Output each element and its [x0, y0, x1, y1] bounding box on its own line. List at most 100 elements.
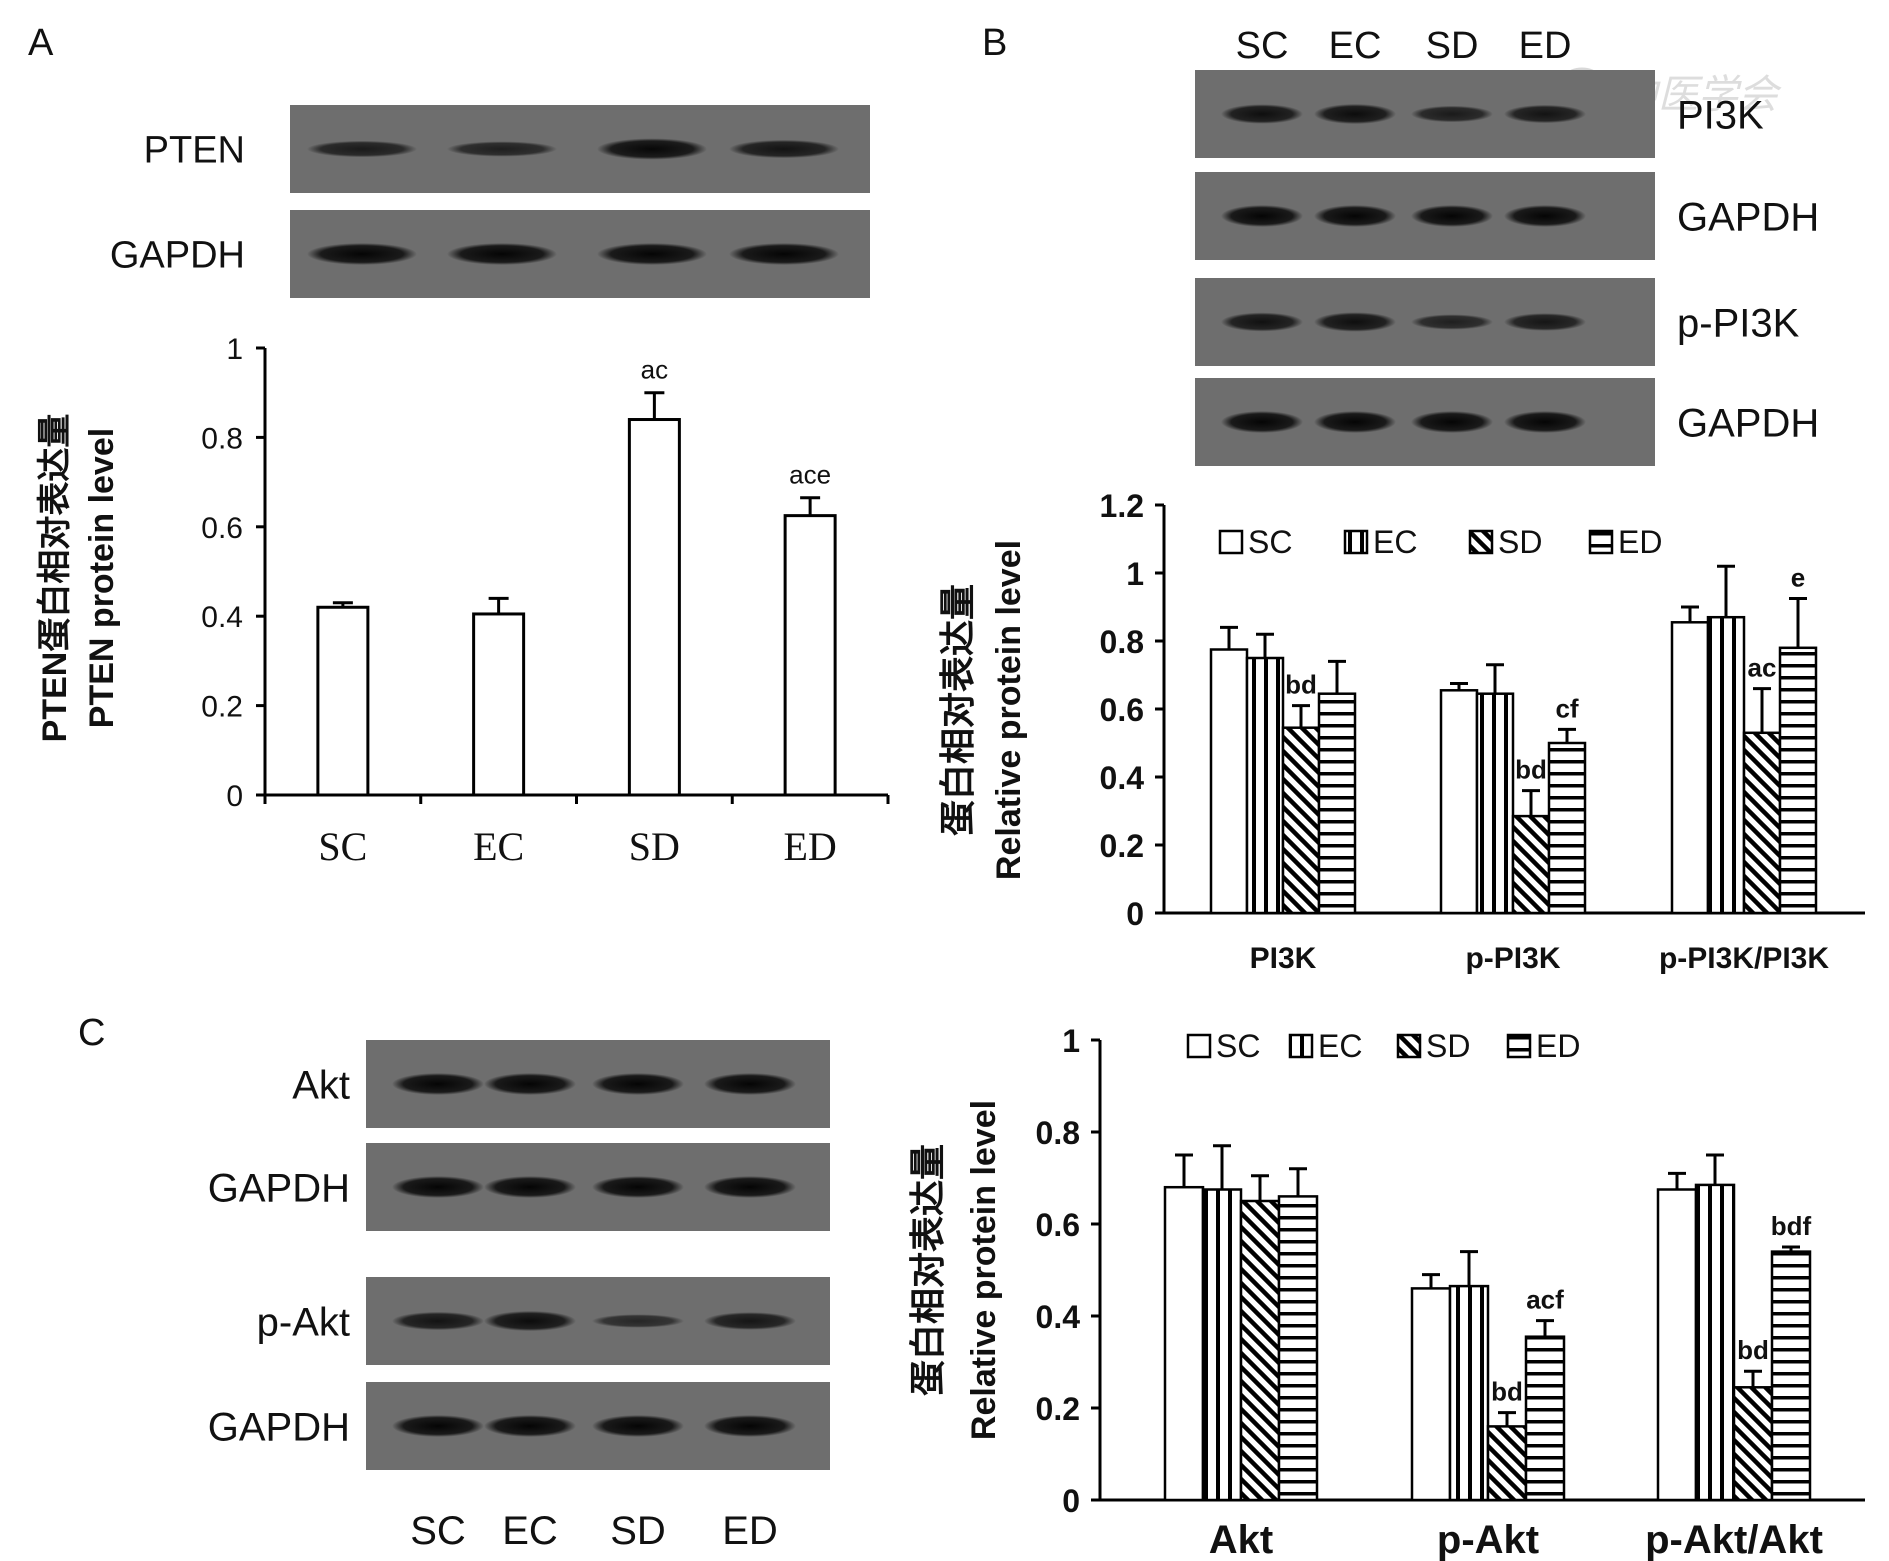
blot-band	[1314, 205, 1396, 227]
legend-swatch	[1588, 529, 1614, 555]
blot-band	[447, 141, 557, 157]
blot-band	[1411, 314, 1493, 330]
panel-letter-a: A	[28, 22, 54, 64]
blot-row-label: GAPDH	[1677, 195, 1819, 239]
significance-label: bdf	[1771, 1211, 1812, 1241]
lane-label: ED	[1519, 25, 1572, 67]
legend-label: ED	[1536, 1028, 1580, 1064]
x-tick-label: ED	[783, 824, 836, 869]
blot-band	[729, 243, 839, 265]
blot-band	[592, 1176, 684, 1198]
blot-band	[1504, 411, 1586, 433]
blot-band	[704, 1073, 796, 1095]
blot-band	[1221, 205, 1303, 227]
bar	[1547, 741, 1587, 915]
y-tick-label: 0.6	[1100, 692, 1144, 728]
lane-label: ED	[722, 1509, 778, 1553]
blot-band	[1411, 105, 1493, 123]
y-tick-label: 0.6	[1036, 1207, 1080, 1243]
blot-band	[392, 1311, 484, 1331]
y-axis-title: PTEN protein level	[83, 428, 121, 728]
blot-band	[597, 138, 707, 160]
blot-panel-a: PTEN GAPDH	[110, 105, 870, 298]
y-tick-label: 0.6	[201, 512, 243, 545]
bar	[1209, 648, 1249, 915]
lane-label: SD	[1426, 25, 1479, 67]
blot-band	[592, 1314, 684, 1328]
x-tick-label: SD	[629, 824, 680, 869]
bar	[1239, 1199, 1281, 1502]
significance-label: ac	[1748, 653, 1777, 683]
y-tick-label: 0.4	[1100, 760, 1145, 796]
blot-panel-b: SC EC SD ED PI3K GAPDH p-PI3K GAPDH	[1195, 25, 1819, 466]
significance-label: e	[1791, 563, 1805, 593]
y-axis-title: Relative protein level	[965, 1100, 1003, 1440]
blot-band	[1411, 411, 1493, 433]
y-tick-label: 0.8	[1036, 1115, 1080, 1151]
bar	[1163, 1185, 1205, 1502]
bar	[1475, 692, 1515, 915]
bar	[1317, 692, 1357, 915]
lane-label: SD	[610, 1509, 666, 1553]
blot-band	[704, 1176, 796, 1198]
bar	[1524, 1335, 1566, 1502]
legend-label: SC	[1248, 524, 1292, 560]
y-axis-title: PTEN蛋白相对表达量	[36, 414, 74, 743]
legend-label: SD	[1426, 1028, 1470, 1064]
significance-label: acf	[1526, 1285, 1564, 1315]
bar	[1742, 731, 1782, 915]
y-tick-label: 0.2	[1100, 828, 1144, 864]
legend-swatch	[1468, 529, 1494, 555]
blot-band	[484, 1310, 576, 1332]
chart-panel-a: 0 0.2 0.4 0.6 0.8 1 SC EC ac SD ace ED PTEN蛋白相对表达量 PT…	[36, 333, 890, 869]
bar	[1486, 1425, 1528, 1502]
blot-band	[484, 1176, 576, 1198]
legend-swatch	[1288, 1033, 1314, 1059]
blot-band	[592, 1073, 684, 1095]
y-tick-label: 0	[226, 780, 243, 813]
significance-label: ac	[641, 355, 668, 385]
x-tick-label: p-PI3K	[1465, 942, 1560, 975]
lane-label: SC	[410, 1509, 466, 1553]
chart-panel-b: 0 0.2 0.4 0.6 0.8 1 1.2 PI3K p-PI3K p-PI3K/PI3K bd…	[937, 488, 1865, 975]
y-tick-label: 1	[226, 333, 243, 366]
x-tick-label: PI3K	[1250, 942, 1317, 975]
y-axis-title: 蛋白相对表达量	[907, 1144, 948, 1396]
y-tick-label: 0.2	[1036, 1391, 1080, 1427]
lane-label: EC	[1329, 25, 1382, 67]
bar	[1670, 621, 1710, 915]
legend-swatch	[1343, 529, 1369, 555]
panel-letter-c: C	[78, 1012, 105, 1054]
blot-row-label: p-Akt	[257, 1300, 350, 1344]
blot-band	[704, 1415, 796, 1437]
blot-row-label: p-PI3K	[1677, 301, 1800, 345]
legend-swatch	[1218, 529, 1244, 555]
bar	[1511, 814, 1551, 915]
blot-band	[484, 1073, 576, 1095]
bar	[1706, 615, 1746, 915]
blot-band	[392, 1073, 484, 1095]
significance-label: bd	[1515, 755, 1547, 785]
bar	[783, 514, 837, 797]
blot-band	[1221, 411, 1303, 433]
blot-row-label: GAPDH	[110, 235, 245, 277]
y-tick-label: 0.4	[1036, 1299, 1081, 1335]
significance-label: bd	[1491, 1377, 1523, 1407]
blot-band	[392, 1415, 484, 1437]
y-tick-label: 1	[1062, 1023, 1080, 1059]
panel-letter-b: B	[982, 22, 1007, 64]
blot-band	[484, 1415, 576, 1437]
bar	[1277, 1195, 1319, 1502]
blot-row-label: GAPDH	[208, 1166, 350, 1210]
bar	[1732, 1386, 1774, 1502]
blot-band	[1314, 103, 1396, 125]
x-tick-label: Akt	[1209, 1518, 1273, 1561]
bar	[1656, 1188, 1698, 1502]
bar	[1410, 1287, 1452, 1502]
blot-row-label: PTEN	[144, 130, 245, 172]
blot-band	[392, 1176, 484, 1198]
y-tick-label: 0	[1062, 1483, 1080, 1519]
x-tick-label: p-PI3K/PI3K	[1659, 942, 1829, 975]
bar	[1770, 1250, 1812, 1502]
